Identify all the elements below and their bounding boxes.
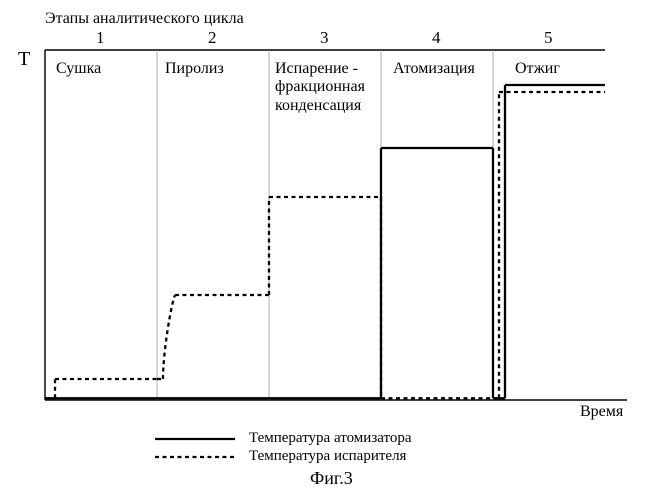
legend-evaporator-label: Температура испарителя bbox=[249, 448, 406, 465]
legend-atomizer: Температура атомизатора bbox=[155, 430, 412, 447]
legend-atomizer-label: Температура атомизатора bbox=[249, 430, 412, 447]
legend-line-solid bbox=[155, 433, 235, 445]
figure-caption: Фиг.3 bbox=[310, 468, 353, 489]
x-axis-label: Время bbox=[580, 403, 623, 421]
legend-line-dotted bbox=[155, 451, 235, 463]
legend-evaporator: Температура испарителя bbox=[155, 448, 406, 465]
chart-plot bbox=[10, 10, 647, 410]
figure-container: Этапы аналитического цикла T 1 2 3 4 5 С… bbox=[10, 10, 647, 490]
